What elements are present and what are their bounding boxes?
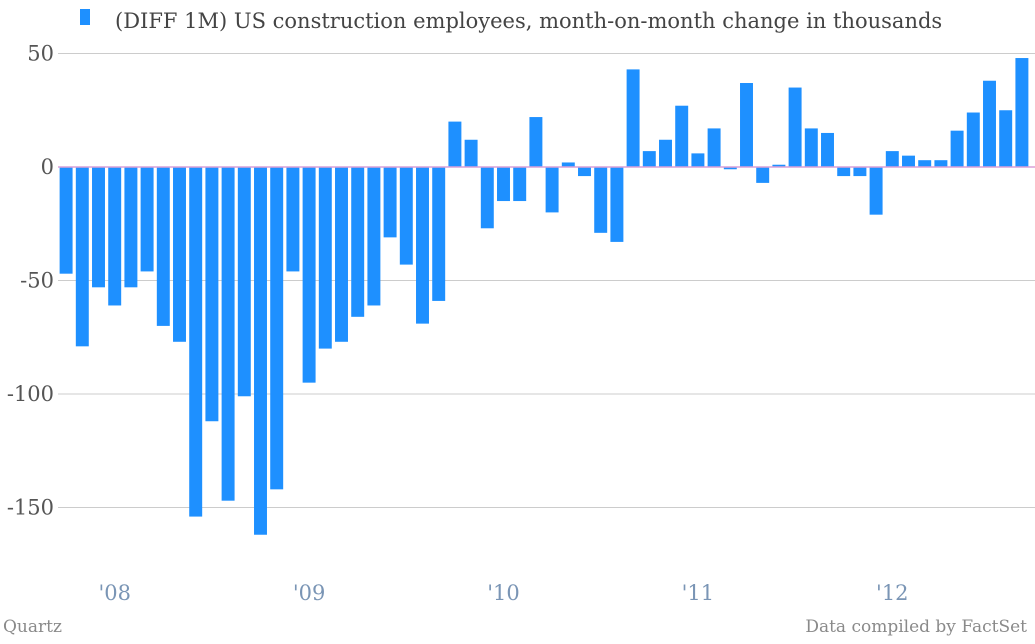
bar: [594, 167, 608, 233]
bar: [497, 167, 510, 202]
bar: [335, 167, 348, 342]
legend-swatch: [80, 9, 90, 25]
bars: [59, 58, 1029, 535]
bar: [221, 167, 235, 501]
bar: [691, 153, 705, 167]
bar: [416, 167, 429, 324]
bar: [318, 167, 332, 349]
x-axis-ticks: '08 '09 '10 '11 '12: [98, 581, 908, 605]
bar: [75, 167, 89, 347]
legend: (DIFF 1M) US construction employees, mon…: [80, 9, 942, 33]
bar: [983, 80, 996, 167]
bar: [237, 167, 251, 397]
bar: [140, 167, 154, 272]
bar: [707, 128, 721, 167]
y-tick-label: -150: [7, 496, 54, 520]
bar: [902, 155, 915, 167]
bar: [92, 167, 105, 288]
x-tick-label: '09: [293, 581, 326, 605]
bar: [464, 139, 478, 167]
bar: [448, 121, 462, 167]
gridlines: [58, 53, 1035, 508]
bar: [529, 117, 543, 167]
bar: [723, 167, 737, 170]
bar: [383, 167, 397, 238]
x-tick-label: '11: [682, 581, 715, 605]
bar: [286, 167, 300, 272]
bar: [351, 167, 365, 317]
y-tick-label: -50: [20, 269, 54, 293]
bar: [578, 167, 591, 177]
x-tick-label: '10: [487, 581, 520, 605]
y-tick-label: 50: [27, 42, 54, 66]
bar: [756, 167, 770, 183]
bar: [254, 167, 267, 535]
bar: [399, 167, 413, 265]
bar: [918, 160, 932, 167]
bar: [675, 105, 689, 167]
bar: [480, 167, 494, 229]
bar: [156, 167, 170, 326]
bar: [173, 167, 186, 342]
bar: [432, 167, 446, 301]
bar: [966, 112, 980, 167]
bar: [934, 160, 948, 167]
bar: [545, 167, 559, 213]
legend-label: (DIFF 1M) US construction employees, mon…: [115, 9, 942, 33]
bar: [124, 167, 138, 288]
source-right: Data compiled by FactSet: [805, 617, 1027, 637]
bar: [772, 164, 786, 167]
bar: [270, 167, 284, 490]
bar: [853, 167, 867, 177]
bar: [837, 167, 851, 177]
bar: [302, 167, 316, 383]
bar: [659, 139, 672, 167]
bar: [788, 87, 802, 167]
y-tick-label: -100: [7, 382, 54, 406]
x-tick-label: '08: [98, 581, 131, 605]
bar: [804, 128, 818, 167]
y-axis-ticks: 50 0 -50 -100 -150: [7, 42, 54, 520]
bar: [367, 167, 381, 306]
bar: [1015, 58, 1029, 167]
bar: [950, 130, 964, 167]
bar: [205, 167, 219, 422]
bar: [189, 167, 203, 517]
bar: [626, 69, 640, 167]
bar: [885, 151, 899, 167]
y-tick-label: 0: [41, 155, 54, 179]
bar: [561, 162, 575, 167]
bar: [869, 167, 883, 215]
bar: [740, 83, 753, 167]
x-tick-label: '12: [876, 581, 909, 605]
bar: [642, 151, 656, 167]
source-left: Quartz: [3, 617, 62, 637]
bar: [999, 110, 1013, 167]
bar: [610, 167, 624, 242]
bar: [59, 167, 73, 274]
bar: [108, 167, 122, 306]
bar: [513, 167, 527, 202]
bar: [821, 132, 834, 167]
